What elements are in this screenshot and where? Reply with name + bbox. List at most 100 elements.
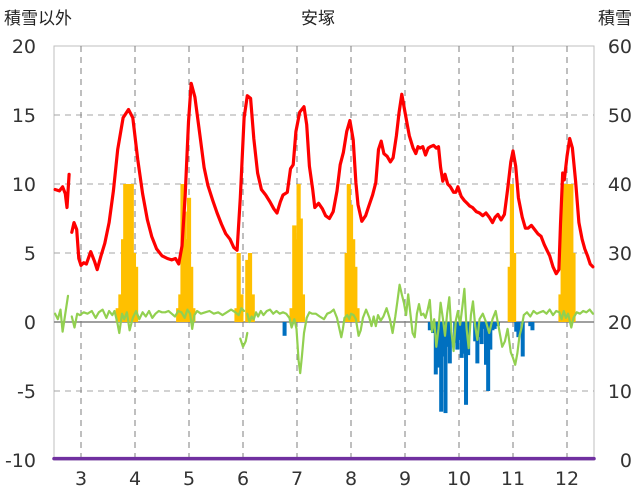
snow-bar (236, 253, 241, 322)
y-left-label: 積雪以外 (4, 9, 72, 29)
snow-bar (121, 239, 126, 322)
negative-bar (439, 322, 444, 412)
x-tick: 10 (447, 468, 471, 490)
negative-bar (490, 322, 495, 331)
negative-bar (514, 322, 519, 332)
x-tick: 12 (555, 468, 579, 490)
snow-bar (564, 184, 570, 322)
snow-bar (300, 294, 306, 322)
snow-bar (129, 184, 134, 322)
negative-bar (436, 322, 441, 368)
x-tick: 11 (501, 468, 525, 490)
snow-bar (133, 266, 139, 322)
negative-bar (528, 322, 533, 327)
negative-bar (520, 322, 525, 357)
y-right-tick: 0 (620, 450, 632, 472)
snow-bar (178, 294, 183, 322)
negative-bar (457, 322, 462, 340)
negative-bar (530, 322, 535, 331)
green-line (53, 294, 70, 333)
y-left-tick: 0 (24, 312, 36, 334)
snow-bar (245, 259, 250, 322)
green-line (246, 283, 595, 375)
snow-bar (186, 197, 192, 322)
snow-bar (346, 184, 351, 322)
x-tick: 8 (345, 468, 357, 490)
snow-bar (571, 253, 576, 322)
negative-bar (479, 322, 484, 345)
snow-bar (509, 184, 515, 322)
snow-bar (234, 308, 239, 322)
x-tick: 9 (399, 468, 411, 490)
x-tick: 5 (183, 468, 195, 490)
snow-bar (131, 253, 137, 322)
snow-bar (355, 308, 360, 322)
x-tick: 4 (129, 468, 141, 490)
snow-bar (348, 204, 354, 322)
negative-bar (447, 322, 452, 364)
snow-bar (180, 184, 185, 322)
snow-bar (344, 253, 349, 322)
snow-bar (127, 184, 132, 322)
y-right-tick: 20 (608, 312, 632, 334)
snow-bar (292, 225, 297, 322)
series-lines (52, 81, 596, 461)
snow-bar (182, 211, 187, 322)
y-left-tick: 15 (12, 105, 36, 127)
x-tick: 6 (237, 468, 249, 490)
negative-bars (282, 322, 535, 414)
y-left-tick: 10 (12, 174, 36, 196)
chart-title: 安塚 (301, 9, 335, 29)
negative-bar (459, 322, 464, 358)
y-left-tick: 5 (24, 243, 36, 265)
snow-bar (298, 218, 303, 322)
snow-bar (123, 184, 128, 322)
x-tick: 7 (291, 468, 303, 490)
negative-bar (464, 322, 469, 405)
green-line (70, 307, 246, 335)
temperature-line (70, 81, 595, 276)
snow-bar (562, 184, 567, 322)
snow-bar (511, 253, 517, 322)
y-left-tick: -10 (5, 450, 36, 472)
snow-bar (507, 266, 512, 322)
snow-bar (351, 239, 356, 322)
negative-bar (516, 322, 521, 338)
y-right-tick: 10 (608, 381, 632, 403)
negative-bar (461, 322, 466, 354)
snow-bar (560, 184, 565, 322)
y-right-tick: 50 (608, 105, 632, 127)
snow-bar (125, 184, 130, 322)
snow-bar (296, 184, 301, 322)
negative-bar (486, 322, 491, 391)
negative-bar (484, 322, 488, 365)
negative-bar (455, 322, 460, 350)
y-right-label: 積雪 (598, 9, 632, 29)
snow-bars (115, 184, 576, 322)
green-line (239, 331, 249, 348)
snow-bar (247, 253, 253, 322)
snow-bar (289, 308, 294, 322)
negative-bar (441, 322, 446, 357)
snow-bar (176, 308, 181, 322)
negative-bar (488, 322, 493, 350)
negative-bar (492, 322, 497, 329)
snow-bar (294, 239, 299, 322)
negative-bar (481, 322, 486, 329)
snow-bar (567, 184, 572, 322)
temperature-line (53, 172, 71, 210)
x-tick: 3 (75, 468, 87, 490)
y-right-tick: 60 (608, 36, 632, 58)
snow-bar (569, 184, 574, 322)
y-right-tick: 40 (608, 174, 632, 196)
snow-bar (353, 266, 358, 322)
y-left-tick: 20 (12, 36, 36, 58)
snow-bar (118, 294, 123, 322)
snow-bar (115, 308, 120, 322)
snow-bar (558, 294, 563, 322)
negative-bar (445, 322, 450, 347)
snow-bar (250, 294, 255, 322)
negative-bar (475, 322, 480, 364)
